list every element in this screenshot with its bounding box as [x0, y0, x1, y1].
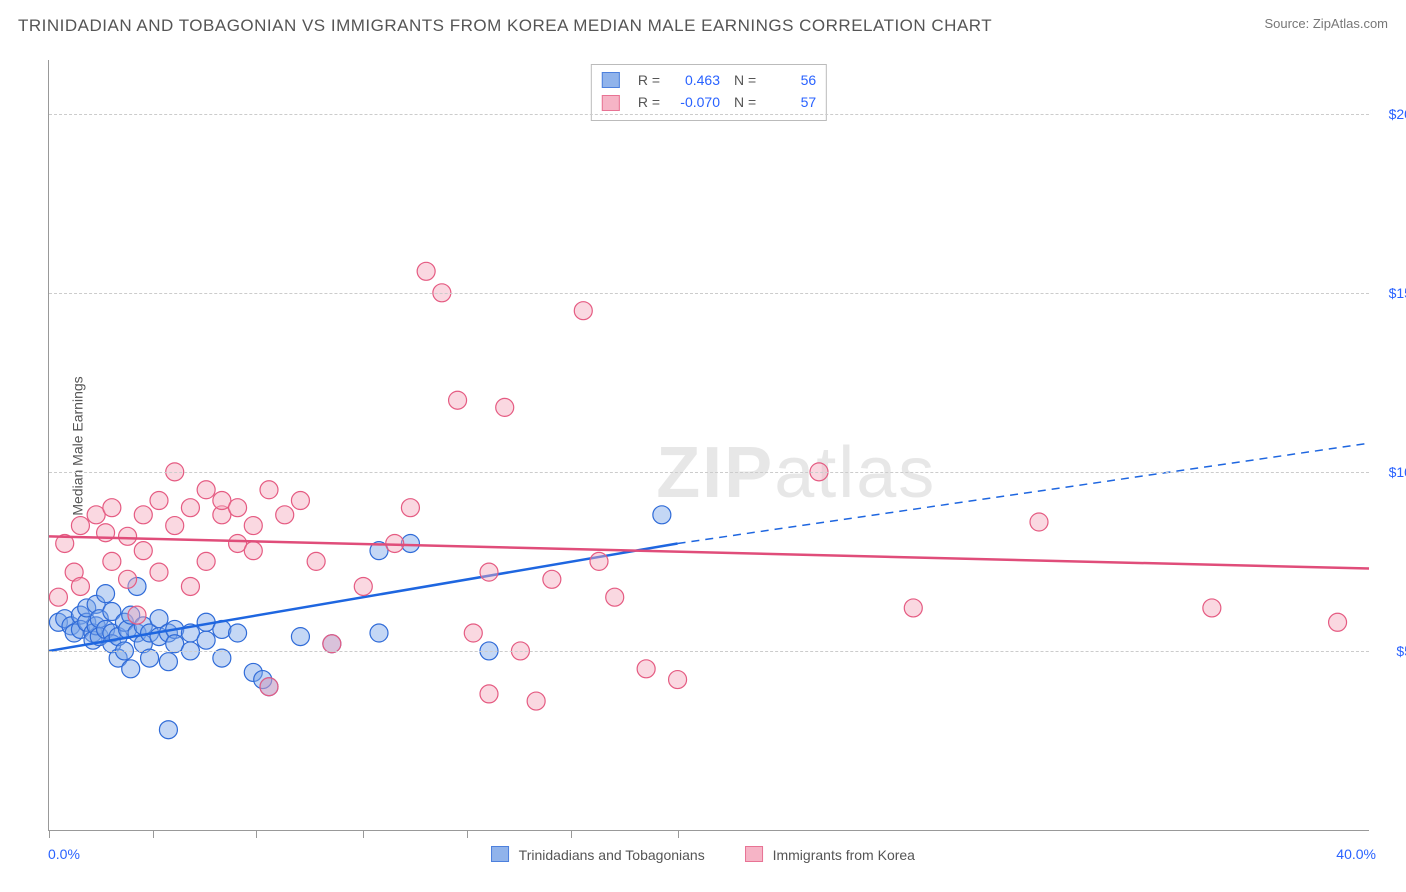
- data-point-series-1: [244, 517, 262, 535]
- chart-svg: [49, 60, 1369, 830]
- data-point-series-1: [197, 481, 215, 499]
- y-tick-label: $200,000: [1389, 106, 1406, 122]
- plot-area: ZIPatlas R = 0.463 N = 56 R = -0.070 N =…: [48, 60, 1369, 831]
- data-point-series-1: [307, 552, 325, 570]
- data-point-series-0: [122, 660, 140, 678]
- data-point-series-1: [480, 563, 498, 581]
- data-point-series-1: [181, 499, 199, 517]
- data-point-series-1: [150, 563, 168, 581]
- data-point-series-1: [1203, 599, 1221, 617]
- data-point-series-0: [653, 506, 671, 524]
- data-point-series-1: [637, 660, 655, 678]
- data-point-series-1: [291, 492, 309, 510]
- y-tick-label: $100,000: [1389, 464, 1406, 480]
- legend-label-0: Trinidadians and Tobagonians: [519, 847, 705, 863]
- data-point-series-1: [71, 517, 89, 535]
- data-point-series-1: [244, 542, 262, 560]
- data-point-series-1: [49, 588, 67, 606]
- data-point-series-1: [260, 678, 278, 696]
- data-point-series-0: [370, 624, 388, 642]
- data-point-series-1: [229, 499, 247, 517]
- data-point-series-1: [128, 606, 146, 624]
- data-point-series-1: [401, 499, 419, 517]
- data-point-series-0: [291, 628, 309, 646]
- data-point-series-1: [103, 552, 121, 570]
- data-point-series-1: [71, 577, 89, 595]
- swatch-series-0: [491, 846, 509, 862]
- data-point-series-1: [527, 692, 545, 710]
- source-label: Source: ZipAtlas.com: [1264, 16, 1388, 31]
- data-point-series-0: [229, 624, 247, 642]
- data-point-series-0: [159, 653, 177, 671]
- data-point-series-1: [134, 506, 152, 524]
- data-point-series-1: [260, 481, 278, 499]
- data-point-series-1: [480, 685, 498, 703]
- data-point-series-1: [669, 671, 687, 689]
- data-point-series-1: [590, 552, 608, 570]
- data-point-series-1: [150, 492, 168, 510]
- data-point-series-0: [197, 631, 215, 649]
- data-point-series-1: [134, 542, 152, 560]
- data-point-series-0: [159, 721, 177, 739]
- chart-title: TRINIDADIAN AND TOBAGONIAN VS IMMIGRANTS…: [18, 16, 992, 36]
- data-point-series-1: [543, 570, 561, 588]
- data-point-series-1: [574, 302, 592, 320]
- data-point-series-1: [119, 527, 137, 545]
- data-point-series-1: [354, 577, 372, 595]
- legend-label-1: Immigrants from Korea: [773, 847, 915, 863]
- data-point-series-1: [449, 391, 467, 409]
- data-point-series-1: [103, 499, 121, 517]
- data-point-series-1: [606, 588, 624, 606]
- legend-bottom: Trinidadians and Tobagonians Immigrants …: [491, 846, 915, 863]
- data-point-series-0: [97, 585, 115, 603]
- data-point-series-1: [181, 577, 199, 595]
- legend-item-1: Immigrants from Korea: [745, 846, 915, 863]
- data-point-series-1: [464, 624, 482, 642]
- y-tick-label: $150,000: [1389, 285, 1406, 301]
- data-point-series-1: [1329, 613, 1347, 631]
- data-point-series-1: [904, 599, 922, 617]
- data-point-series-1: [166, 517, 184, 535]
- data-point-series-1: [496, 398, 514, 416]
- trend-dashed-series-0: [678, 443, 1369, 543]
- data-point-series-1: [1030, 513, 1048, 531]
- data-point-series-1: [276, 506, 294, 524]
- swatch-series-1: [745, 846, 763, 862]
- y-tick-label: $50,000: [1396, 643, 1406, 659]
- data-point-series-1: [417, 262, 435, 280]
- x-min-label: 0.0%: [48, 846, 80, 862]
- legend-item-0: Trinidadians and Tobagonians: [491, 846, 705, 863]
- x-max-label: 40.0%: [1336, 846, 1376, 862]
- data-point-series-1: [197, 552, 215, 570]
- data-point-series-1: [119, 570, 137, 588]
